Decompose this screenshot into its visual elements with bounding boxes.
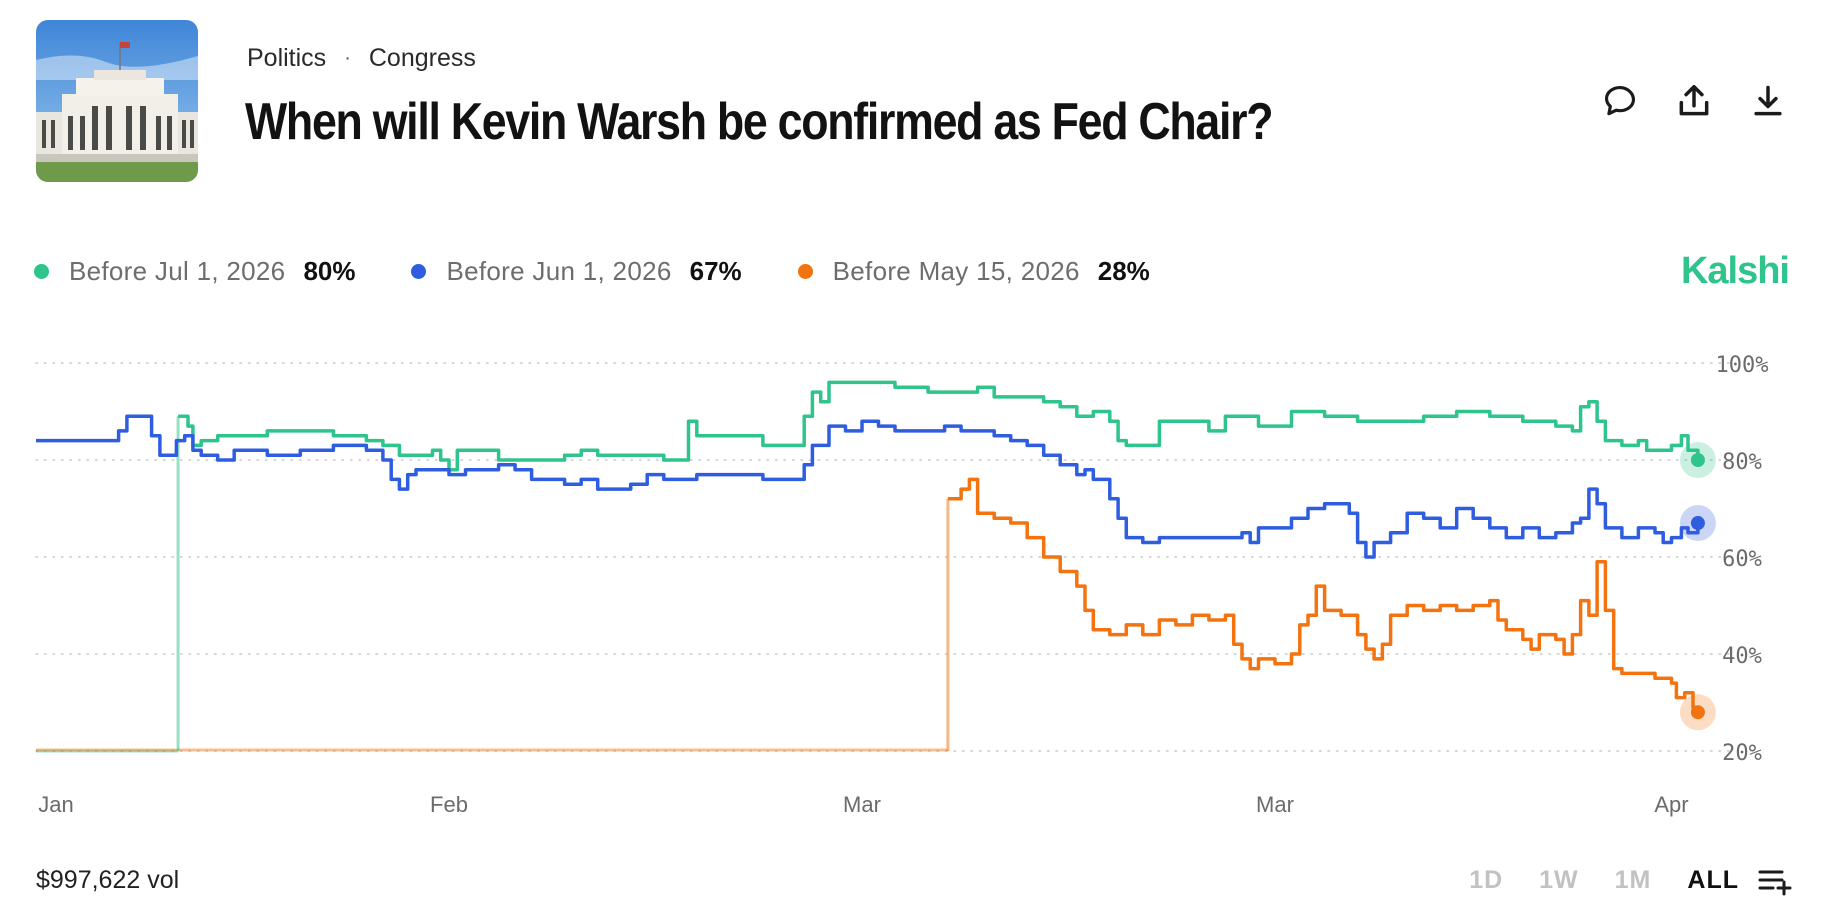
market-thumbnail [36,20,198,182]
breadcrumb-politics[interactable]: Politics [247,44,327,72]
comment-icon [1604,85,1636,116]
range-all[interactable]: ALL [1687,866,1739,894]
share-icon [1679,85,1709,116]
add-list-button[interactable] [1757,866,1793,896]
series-line-1[interactable] [36,414,1700,559]
series-line-0[interactable] [178,380,1700,472]
legend-item-jul[interactable]: Before Jul 1, 2026 80% [34,256,355,287]
legend-value-may: 28% [1097,256,1150,286]
legend-label-jun: Before Jun 1, 2026 [446,256,672,286]
header-actions [1597,78,1827,128]
breadcrumb-separator: · [344,47,351,69]
legend-item-jun[interactable]: Before Jun 1, 2026 67% [411,256,742,287]
x-tick-label-mar-3: Mar [1256,792,1294,817]
legend-dot-green [34,264,49,279]
comment-button[interactable] [1597,78,1643,124]
kalshi-logo: Kalshi [1680,250,1790,292]
legend-value-jun: 67% [689,256,742,286]
download-button[interactable] [1745,78,1791,124]
legend-dot-orange [797,264,813,279]
x-tick-label-feb-1: Feb [430,792,468,817]
market-title: When will Kevin Warsh be confirmed as Fe… [245,93,1274,151]
y-tick-label-80: 80% [1722,450,1762,475]
series-2-end-point[interactable] [1690,705,1705,720]
time-range-selector: 1D 1W 1M ALL [1469,866,1739,895]
x-tick-label-jan-0: Jan [38,792,73,817]
legend-label-jul: Before Jul 1, 2026 [69,256,286,286]
price-history-chart[interactable]: 100% 80% 60% 40% 20% Jan Feb Mar Mar Apr [0,330,1827,830]
chart-legend: Before Jul 1, 2026 80% Before Jun 1, 202… [34,256,1206,287]
series-0-end-point[interactable] [1690,453,1705,467]
y-tick-label-60: 60% [1722,547,1762,572]
breadcrumb: Politics · Congress [247,44,476,73]
share-button[interactable] [1671,78,1717,124]
range-1w[interactable]: 1W [1539,866,1579,894]
y-tick-label-40: 40% [1722,644,1762,669]
legend-label-may: Before May 15, 2026 [832,256,1080,286]
series-line-2[interactable] [947,477,1700,713]
breadcrumb-congress[interactable]: Congress [368,44,476,72]
legend-item-may[interactable]: Before May 15, 2026 28% [797,256,1150,287]
series-1-end-point[interactable] [1690,516,1705,531]
volume-label: $997,622 vol [36,866,180,894]
y-tick-label-20: 20% [1722,741,1762,766]
legend-dot-blue [411,264,427,279]
add-list-icon [1758,870,1792,896]
y-tick-label-100: 100% [1716,353,1769,378]
x-tick-label-apr-4: Apr [1654,792,1688,817]
download-icon [1754,85,1782,116]
range-1m[interactable]: 1M [1614,866,1652,894]
legend-value-jul: 80% [303,256,356,286]
range-1d[interactable]: 1D [1469,866,1504,894]
x-tick-label-mar-2: Mar [843,792,881,817]
federal-reserve-building-image [36,20,198,182]
